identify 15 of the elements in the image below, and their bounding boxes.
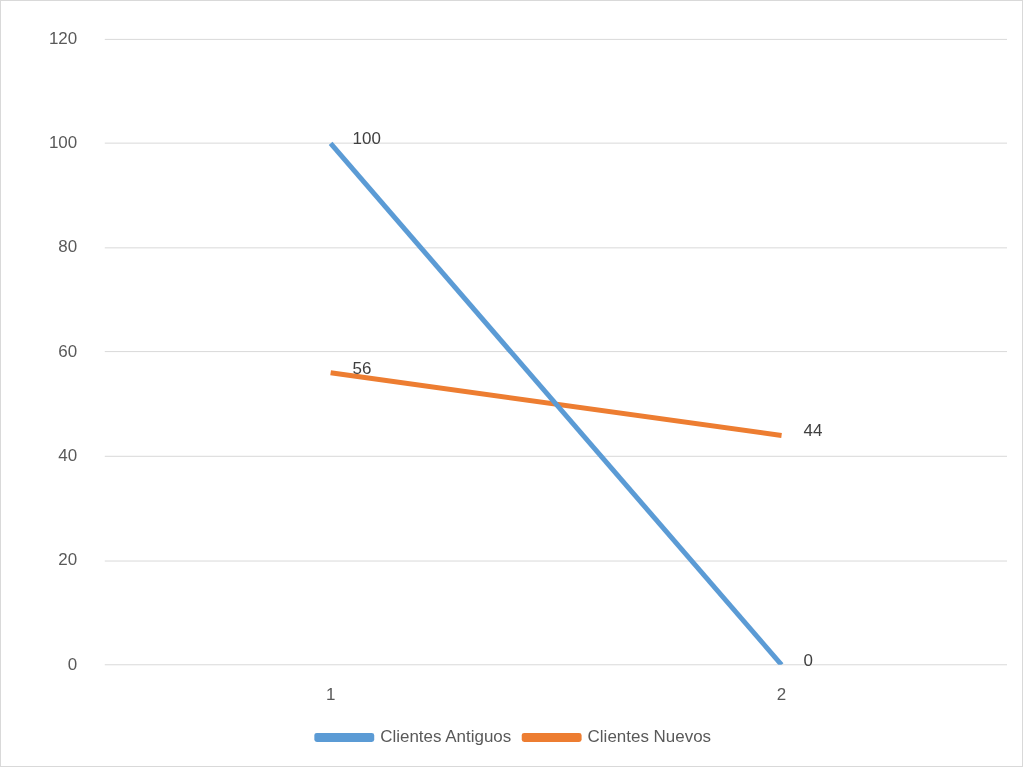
data-label: 56 [352,358,372,378]
legend-label: Clientes Nuevos [587,727,712,747]
x-tick-label: 2 [776,684,787,704]
y-tick-label: 120 [48,28,78,48]
data-label: 0 [803,650,813,670]
y-tick-label: 100 [48,133,78,153]
y-tick-label: 20 [58,550,78,570]
x-tick-label: 1 [325,684,336,704]
y-tick-label: 0 [67,654,78,674]
y-tick-label: 40 [58,445,78,465]
y-tick-label: 80 [58,237,78,257]
y-tick-label: 60 [58,341,78,361]
data-label: 44 [803,421,823,441]
legend-label: Clientes Antiguos [380,727,512,747]
data-label: 100 [352,129,381,149]
